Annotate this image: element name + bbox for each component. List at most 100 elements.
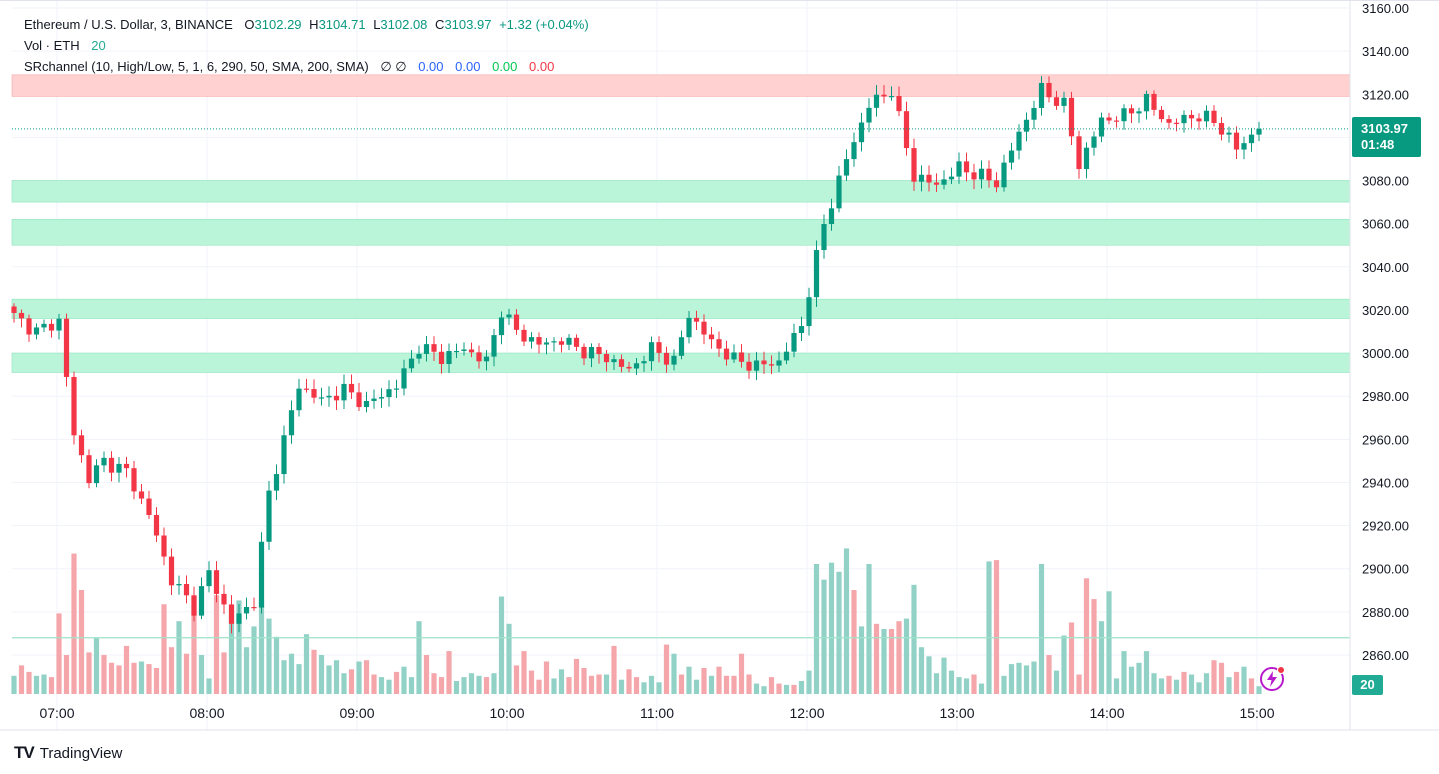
lightning-icon[interactable] [1259, 666, 1285, 692]
volume-bar [821, 579, 827, 694]
volume-bar [648, 675, 655, 694]
candle-body [146, 498, 152, 515]
volume-bar [371, 674, 377, 694]
candle-body [453, 350, 460, 353]
volume-bar [198, 655, 205, 694]
candle-body [198, 586, 205, 616]
volume-bar [866, 564, 872, 694]
candle-body [1248, 134, 1255, 144]
price-tick-label: 2900.00 [1362, 562, 1409, 577]
candle-body [1203, 110, 1210, 122]
volume-bar [476, 675, 482, 694]
volume-bar [461, 677, 467, 694]
volume-bar [1053, 670, 1060, 694]
candle-body [213, 570, 220, 594]
volume-bar [498, 596, 505, 694]
candle-body [206, 570, 212, 587]
candle-body [1016, 131, 1022, 151]
price-tick-label: 2960.00 [1362, 432, 1409, 447]
symbol-title[interactable]: Ethereum / U.S. Dollar, 3, BINANCE [24, 17, 233, 32]
time-tick-label: 09:00 [339, 705, 374, 721]
volume-bar [108, 662, 115, 694]
volume-bar [738, 653, 745, 694]
candle-body [551, 341, 557, 343]
price-axis[interactable]: 2860.00 2880.00 2900.00 2920.00 2940.00 2960.… [1349, 0, 1409, 730]
candle-body [581, 346, 587, 359]
candle-body [1256, 128, 1262, 135]
volume-bar [1188, 674, 1195, 694]
volume-bar [1121, 651, 1127, 694]
candle-body [446, 351, 452, 364]
volume-bar [828, 562, 835, 694]
volume-bar [573, 658, 580, 694]
candle-body [828, 208, 835, 225]
volume-bar [468, 673, 475, 694]
volume-bar [1001, 675, 1007, 694]
candle-body [528, 337, 535, 342]
srchannel-label[interactable]: SRchannel (10, High/Low, 5, 1, 6, 290, 5… [24, 59, 369, 74]
volume-bar [1061, 635, 1067, 694]
volume-bar [558, 669, 565, 694]
time-axis[interactable]: 07:00 08:00 09:00 10:00 11:00 12:00 13:00 14:00… [0, 0, 1439, 731]
candle-body [311, 389, 317, 398]
candle-body [1173, 122, 1180, 124]
candle-body [1121, 108, 1127, 122]
volume-bar [1068, 622, 1075, 694]
candle-body [108, 457, 115, 473]
candle-body [251, 607, 257, 609]
candle-body [1031, 107, 1037, 120]
tradingview-brand[interactable]: TV TradingView [14, 743, 122, 763]
volume-bar [393, 671, 400, 694]
candle-body [708, 334, 715, 340]
candle-body [386, 389, 392, 398]
volume-bar [603, 674, 610, 694]
candle-body [903, 111, 910, 149]
candle-body [573, 337, 580, 347]
srchannel-value-2: 0.00 [455, 59, 481, 74]
candle-body [753, 360, 760, 371]
volume-label[interactable]: Vol · ETH [24, 38, 80, 53]
candle-body [93, 465, 100, 484]
volume-bar [1076, 674, 1082, 694]
candle-body [258, 541, 265, 608]
candle-body [281, 435, 287, 475]
candlesticks [11, 76, 1262, 634]
symbol-legend[interactable]: Ethereum / U.S. Dollar, 3, BINANCE O3102… [24, 16, 593, 34]
volume-bar [888, 629, 895, 694]
candle-body [221, 593, 227, 605]
srchannel-legend[interactable]: SRchannel (10, High/Low, 5, 1, 6, 290, 5… [24, 58, 558, 76]
volume-bar [678, 674, 685, 694]
volume-bar [798, 681, 805, 694]
support-zone [11, 180, 1351, 203]
candle-body [266, 490, 272, 542]
candle-body [1151, 93, 1157, 110]
candle-body [1226, 132, 1232, 135]
candle-body [153, 514, 160, 536]
volume-bar [341, 673, 347, 694]
candle-body [723, 348, 730, 360]
price-tick-label: 3060.00 [1362, 217, 1409, 232]
volume-bar [633, 677, 640, 694]
volume-bar [213, 595, 220, 694]
candle-body [1083, 147, 1090, 170]
volume-bar [768, 677, 775, 694]
volume-bar [596, 674, 602, 694]
volume-bar [783, 684, 790, 694]
volume-bar [56, 613, 62, 694]
candle-body [761, 360, 767, 365]
volume-bar [116, 665, 122, 694]
volume-legend[interactable]: Vol · ETH 20 [24, 37, 110, 55]
candle-body [873, 94, 880, 108]
volume-bar [1136, 662, 1142, 694]
price-tick-label: 2880.00 [1362, 605, 1409, 620]
candle-body [731, 352, 737, 360]
candle-body [33, 327, 40, 335]
candle-body [656, 342, 662, 353]
candle-body [918, 174, 925, 182]
volume-bar [33, 675, 40, 694]
volume-bar [543, 661, 550, 694]
volume-bar [618, 679, 625, 694]
volume-bar [1038, 564, 1045, 694]
volume-bar [993, 560, 1000, 694]
